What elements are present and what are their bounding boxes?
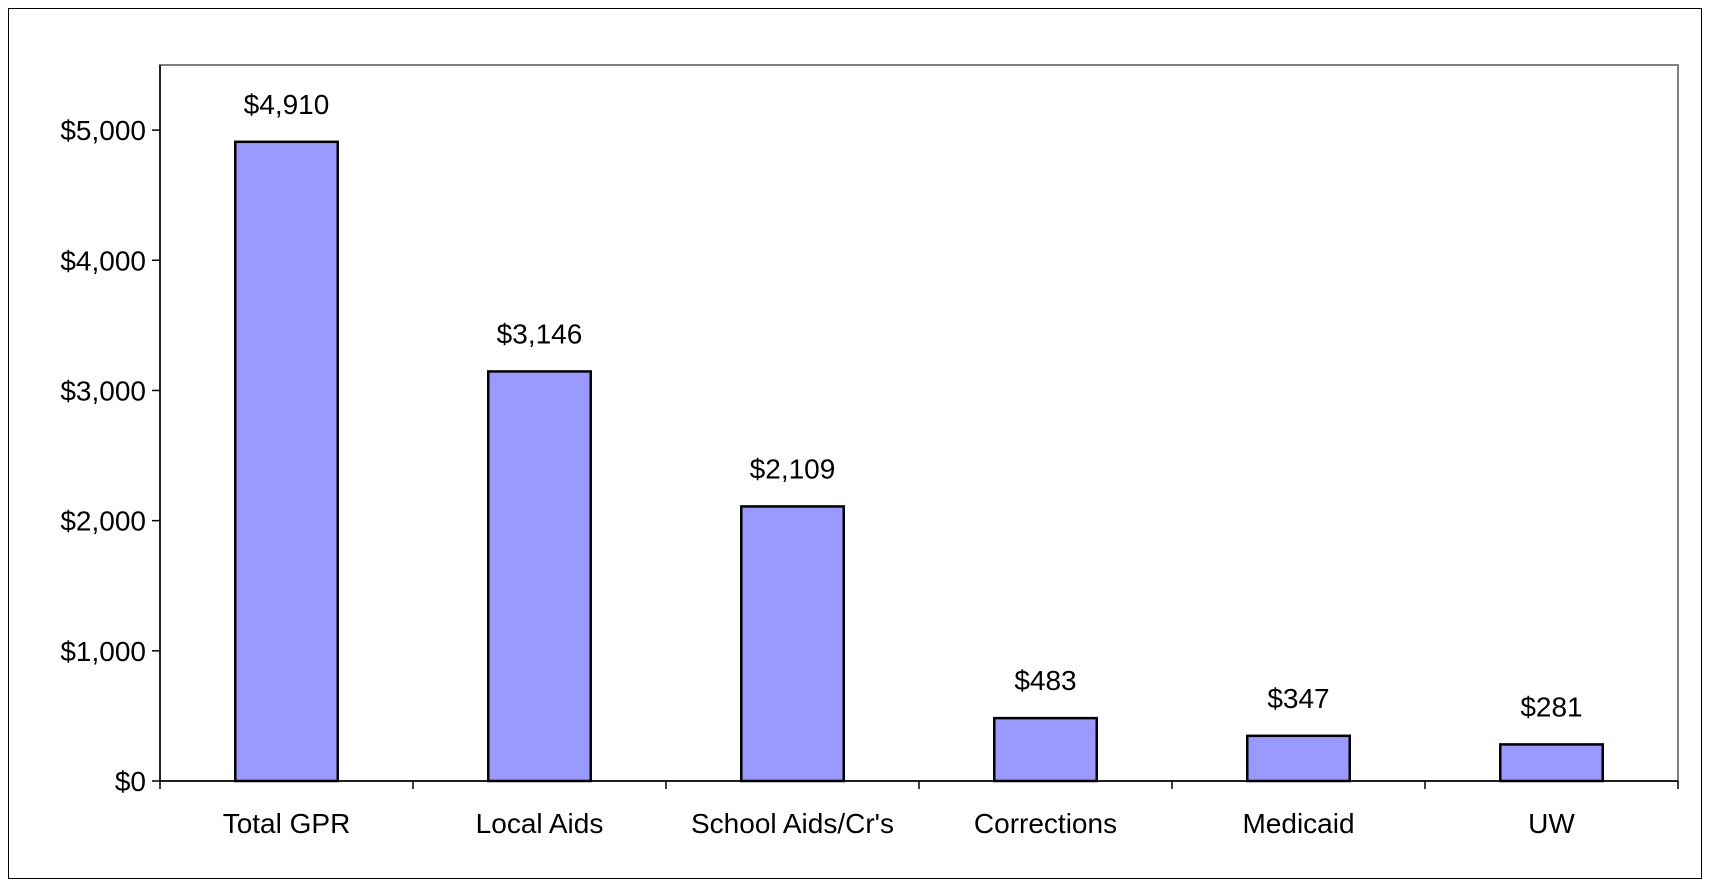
bar-value-label: $347 [1267,683,1329,714]
y-axis: $0 $1,000 $2,000 $3,000 $4,000 $5,000 [60,65,161,797]
x-category-label: Medicaid [1242,808,1354,839]
y-tick-label: $5,000 [60,115,146,146]
x-category-label: Local Aids [476,808,604,839]
bar-value-label: $281 [1520,691,1582,722]
bar [1499,743,1604,783]
bar-value-label: $3,146 [497,318,583,349]
y-tick-label: $3,000 [60,375,146,406]
bar [234,140,339,783]
y-tick-label: $2,000 [60,506,146,537]
x-category-label: UW [1528,808,1575,839]
x-category-label: School Aids/Cr's [691,808,894,839]
y-tick-label: $1,000 [60,636,146,667]
bar [487,370,592,783]
bars [234,140,1604,783]
y-tick-label: $0 [115,766,146,797]
bar-value-label: $2,109 [750,453,836,484]
x-category-label: Total GPR [223,808,351,839]
data-labels: $4,910 $3,146 $2,109 $483 $347 $281 [244,89,1583,723]
bar [993,716,1098,783]
bar [740,505,845,783]
bar-value-label: $4,910 [244,89,330,120]
bar [1246,734,1351,783]
x-category-label: Corrections [974,808,1117,839]
plot-area [159,64,1679,782]
x-axis: Total GPR Local Aids School Aids/Cr's Corre… [159,780,1679,839]
y-tick-label: $4,000 [60,245,146,276]
bar-value-label: $483 [1014,665,1076,696]
